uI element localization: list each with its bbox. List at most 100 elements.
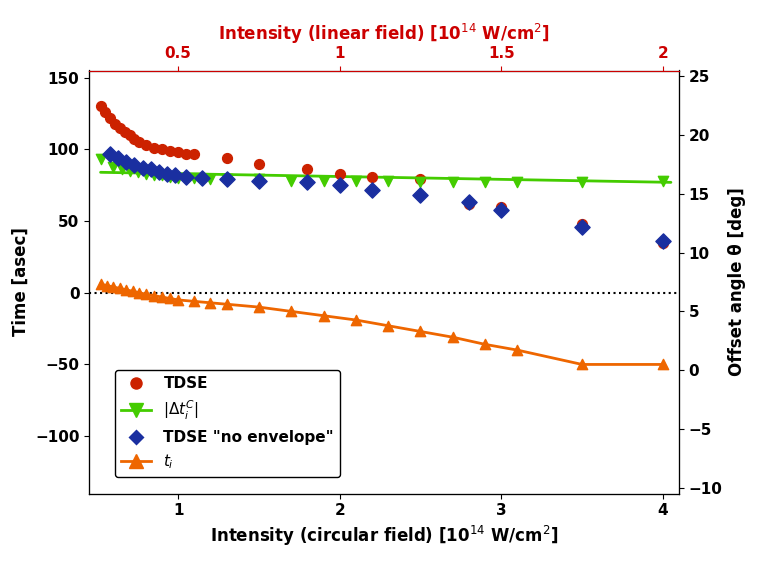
Point: [180, 172, 192, 181]
Point: [495, 202, 508, 212]
Point: [334, 180, 346, 190]
Point: [140, 169, 152, 178]
Point: [180, 149, 192, 158]
Point: [164, 294, 176, 303]
Point: [147, 291, 160, 300]
Point: [285, 177, 297, 186]
Legend: TDSE, $|\Delta t_i^C|$, TDSE "no envelope", $t_i$: TDSE, $|\Delta t_i^C|$, TDSE "no envelop…: [115, 371, 340, 477]
Point: [301, 178, 314, 187]
Y-axis label: Time [asec]: Time [asec]: [12, 227, 29, 337]
Point: [382, 321, 394, 331]
Point: [101, 281, 113, 290]
Point: [95, 155, 107, 164]
Point: [334, 169, 346, 178]
Point: [156, 293, 168, 302]
X-axis label: Intensity (circular field) [10$^{14}$ W/cm$^2$]: Intensity (circular field) [10$^{14}$ W/…: [210, 524, 558, 548]
Point: [253, 159, 265, 168]
Point: [123, 166, 136, 175]
Point: [107, 162, 120, 171]
Point: [382, 177, 394, 186]
Point: [656, 238, 669, 247]
Point: [107, 283, 120, 292]
Point: [365, 185, 378, 194]
Point: [656, 177, 669, 186]
Point: [462, 199, 475, 208]
Point: [414, 175, 427, 184]
Point: [161, 169, 173, 178]
Point: [137, 164, 149, 173]
Point: [156, 145, 168, 154]
X-axis label: Intensity (linear field) [10$^{14}$ W/cm$^2$]: Intensity (linear field) [10$^{14}$ W/cm…: [218, 22, 550, 46]
Point: [140, 290, 152, 299]
Point: [156, 171, 168, 180]
Point: [253, 302, 265, 311]
Point: [95, 280, 107, 289]
Point: [164, 172, 176, 181]
Point: [168, 171, 181, 180]
Point: [365, 172, 378, 181]
Point: [204, 298, 217, 307]
Point: [317, 177, 330, 186]
Point: [99, 108, 112, 117]
Point: [576, 219, 588, 228]
Point: [172, 174, 185, 183]
Point: [511, 346, 524, 355]
Point: [104, 149, 116, 158]
Point: [414, 178, 427, 187]
Point: [172, 148, 185, 157]
Y-axis label: Offset angle θ [deg]: Offset angle θ [deg]: [728, 188, 747, 376]
Point: [446, 333, 459, 342]
Point: [656, 237, 669, 246]
Point: [133, 288, 146, 297]
Point: [153, 168, 165, 177]
Point: [164, 146, 176, 155]
Point: [131, 168, 144, 177]
Point: [144, 165, 157, 174]
Point: [220, 299, 233, 309]
Point: [123, 130, 136, 139]
Point: [462, 198, 475, 207]
Point: [120, 158, 133, 167]
Point: [104, 113, 116, 122]
Point: [116, 165, 128, 174]
Point: [656, 360, 669, 369]
Point: [285, 307, 297, 316]
Point: [188, 149, 200, 158]
Point: [114, 124, 126, 133]
Point: [414, 191, 427, 200]
Point: [220, 153, 233, 162]
Point: [576, 178, 588, 187]
Point: [188, 174, 200, 183]
Point: [220, 175, 233, 184]
Point: [147, 143, 160, 152]
Point: [511, 178, 524, 187]
Point: [301, 165, 314, 174]
Point: [120, 285, 133, 294]
Point: [126, 287, 139, 296]
Point: [495, 205, 508, 214]
Point: [446, 178, 459, 187]
Point: [220, 175, 233, 184]
Point: [317, 311, 330, 320]
Point: [172, 296, 185, 305]
Point: [109, 119, 121, 128]
Point: [479, 340, 491, 349]
Point: [253, 175, 265, 184]
Point: [140, 140, 152, 149]
Point: [350, 315, 362, 324]
Point: [128, 135, 140, 144]
Point: [133, 138, 146, 147]
Point: [147, 171, 160, 180]
Point: [188, 297, 200, 306]
Point: [95, 102, 107, 111]
Point: [576, 360, 588, 369]
Point: [119, 127, 131, 136]
Point: [112, 153, 124, 162]
Point: [253, 177, 265, 186]
Point: [350, 177, 362, 186]
Point: [128, 161, 140, 170]
Point: [479, 178, 491, 187]
Point: [196, 174, 209, 183]
Point: [414, 327, 427, 336]
Point: [576, 222, 588, 231]
